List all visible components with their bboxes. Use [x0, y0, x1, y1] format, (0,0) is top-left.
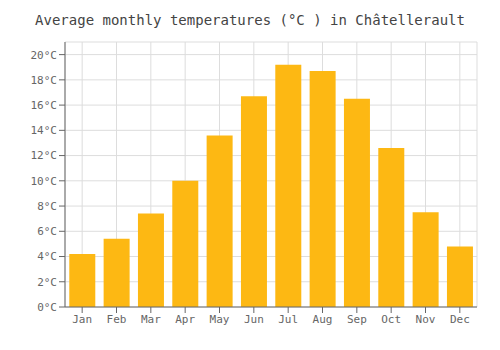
- svg-text:14°C: 14°C: [31, 124, 58, 137]
- svg-text:18°C: 18°C: [31, 74, 58, 87]
- svg-text:Oct: Oct: [381, 313, 401, 326]
- svg-text:Feb: Feb: [107, 313, 127, 326]
- svg-text:10°C: 10°C: [31, 175, 58, 188]
- svg-text:Mar: Mar: [141, 313, 161, 326]
- svg-text:16°C: 16°C: [31, 99, 58, 112]
- html-text:Average monthly temperatures (: Average monthly temperatures (°C ) in Ch…: [35, 12, 465, 28]
- svg-text:2°C: 2°C: [37, 276, 57, 289]
- svg-text:6°C: 6°C: [37, 225, 57, 238]
- svg-text:Jul: Jul: [278, 313, 298, 326]
- svg-text:Dec: Dec: [450, 313, 470, 326]
- svg-text:0°C: 0°C: [37, 301, 57, 314]
- svg-text:Jan: Jan: [72, 313, 92, 326]
- svg-text:20°C: 20°C: [31, 49, 58, 62]
- svg-text:8°C: 8°C: [37, 200, 57, 213]
- svg-text:12°C: 12°C: [31, 149, 58, 162]
- svg-text:Sep: Sep: [347, 313, 367, 326]
- svg-text:Aug: Aug: [313, 313, 333, 326]
- svg-text:Jun: Jun: [244, 313, 264, 326]
- svg-text:Apr: Apr: [175, 313, 195, 326]
- svg-text:4°C: 4°C: [37, 250, 57, 263]
- svg-text:Nov: Nov: [416, 313, 436, 326]
- svg-text:May: May: [210, 313, 230, 326]
